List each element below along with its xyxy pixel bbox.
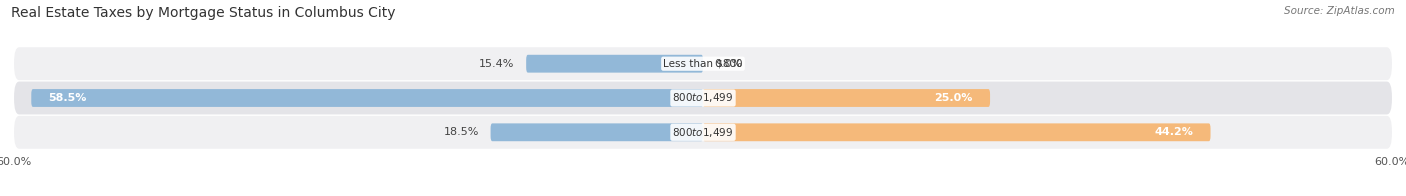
Text: 58.5%: 58.5% <box>48 93 87 103</box>
Text: Real Estate Taxes by Mortgage Status in Columbus City: Real Estate Taxes by Mortgage Status in … <box>11 6 395 20</box>
Text: Source: ZipAtlas.com: Source: ZipAtlas.com <box>1284 6 1395 16</box>
Text: 25.0%: 25.0% <box>935 93 973 103</box>
FancyBboxPatch shape <box>31 89 703 107</box>
Text: 18.5%: 18.5% <box>444 127 479 137</box>
FancyBboxPatch shape <box>703 123 1211 141</box>
Text: $800 to $1,499: $800 to $1,499 <box>672 92 734 104</box>
FancyBboxPatch shape <box>14 116 1392 149</box>
FancyBboxPatch shape <box>491 123 703 141</box>
FancyBboxPatch shape <box>14 47 1392 80</box>
Text: $800 to $1,499: $800 to $1,499 <box>672 126 734 139</box>
Text: 44.2%: 44.2% <box>1154 127 1194 137</box>
Text: 0.0%: 0.0% <box>714 59 742 69</box>
Text: 15.4%: 15.4% <box>479 59 515 69</box>
FancyBboxPatch shape <box>14 82 1392 114</box>
FancyBboxPatch shape <box>703 89 990 107</box>
FancyBboxPatch shape <box>526 55 703 73</box>
Text: Less than $800: Less than $800 <box>664 59 742 69</box>
